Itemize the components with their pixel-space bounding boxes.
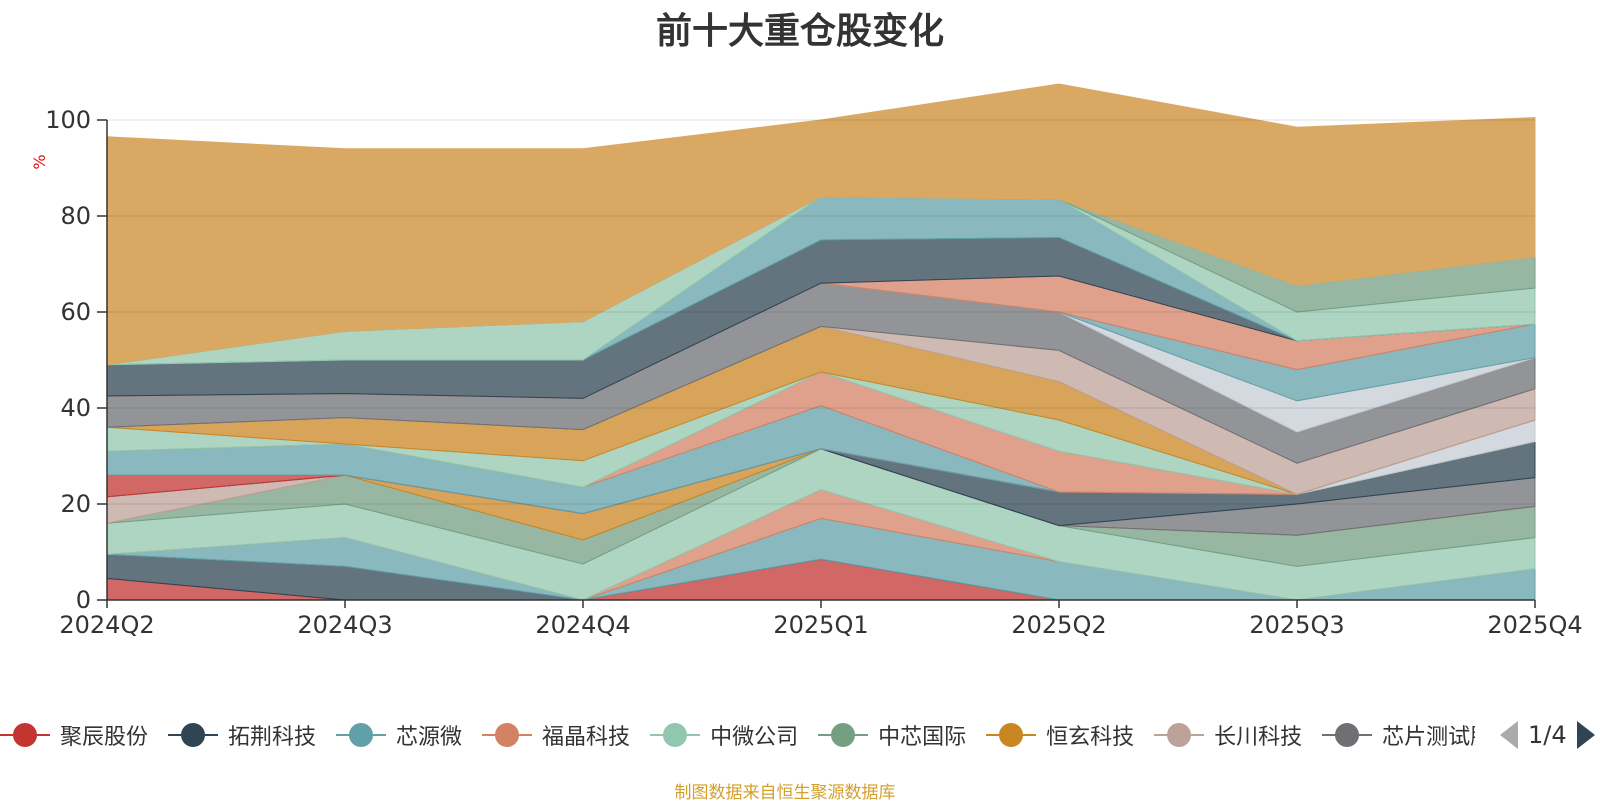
legend-marker-icon xyxy=(650,722,701,748)
y-tick-label: 20 xyxy=(60,490,91,518)
x-tick-label: 2025Q2 xyxy=(1011,611,1106,639)
legend-marker-icon xyxy=(1154,722,1205,748)
legend-label: 芯源微 xyxy=(396,725,463,750)
y-axis-unit-label: % xyxy=(30,154,49,169)
legend-marker-icon xyxy=(818,722,869,748)
legend-item[interactable]: 聚辰股份 xyxy=(0,718,148,752)
legend-item[interactable]: 拓荆科技 xyxy=(168,718,316,752)
legend-label: 长川科技 xyxy=(1214,725,1303,750)
x-tick-label: 2025Q3 xyxy=(1249,611,1344,639)
y-tick-label: 100 xyxy=(45,106,91,134)
areas-layer xyxy=(106,83,1536,601)
chart-title: 前十大重仓股变化 xyxy=(655,11,944,52)
legend-marker-icon xyxy=(986,722,1037,748)
legend-label: 中微公司 xyxy=(710,725,799,750)
legend-pager: 1/4 xyxy=(1500,718,1595,752)
legend-item[interactable]: 长川科技 xyxy=(1154,718,1302,752)
legend-label: 拓荆科技 xyxy=(228,725,317,750)
x-tick-label: 2024Q2 xyxy=(59,611,154,639)
source-note: 制图数据来自恒生聚源数据库 xyxy=(674,783,896,803)
legend-label: 聚辰股份 xyxy=(60,725,149,750)
legend-next-page-button[interactable] xyxy=(1576,721,1595,749)
legend-marker-icon xyxy=(1322,722,1373,748)
legend-page-indicator: 1/4 xyxy=(1528,721,1567,749)
x-tick-label: 2024Q4 xyxy=(535,611,630,639)
axes-layer: 0 20 40 60 80 100 2024Q2 2024Q3 2024Q4 2025Q1 2025… xyxy=(45,106,1582,639)
legend-marker-icon xyxy=(482,722,533,748)
x-tick-label: 2025Q1 xyxy=(773,611,868,639)
legend: 聚辰股份 拓荆科技 芯源微 福晶科技 中微公司 中芯国际 恒玄科技 长川科技 芯片测试股 xyxy=(0,718,1475,752)
legend-label: 福晶科技 xyxy=(542,725,631,750)
legend-marker-icon xyxy=(168,722,219,748)
x-tick-label: 2025Q4 xyxy=(1487,611,1582,639)
area-series-25 xyxy=(106,83,1536,366)
legend-item[interactable]: 恒玄科技 xyxy=(986,718,1134,752)
y-tick-label: 0 xyxy=(76,586,91,614)
legend-item[interactable]: 中微公司 xyxy=(650,718,798,752)
legend-item[interactable]: 芯片测试股 xyxy=(1322,718,1475,752)
legend-marker-icon xyxy=(336,722,387,748)
legend-item[interactable]: 芯源微 xyxy=(336,718,462,752)
legend-label: 芯片测试股 xyxy=(1382,725,1475,750)
legend-marker-icon xyxy=(0,722,50,748)
y-tick-label: 80 xyxy=(60,202,91,230)
legend-item[interactable]: 福晶科技 xyxy=(482,718,630,752)
y-tick-label: 40 xyxy=(60,394,91,422)
legend-prev-page-button[interactable] xyxy=(1500,721,1518,749)
legend-label: 恒玄科技 xyxy=(1046,725,1135,750)
y-tick-label: 60 xyxy=(60,298,91,326)
legend-item[interactable]: 中芯国际 xyxy=(818,718,966,752)
legend-label: 中芯国际 xyxy=(878,725,967,750)
stacked-area-chart: 0 20 40 60 80 100 2024Q2 2024Q3 2024Q4 2025Q1 2025… xyxy=(30,83,1583,639)
x-tick-label: 2024Q3 xyxy=(297,611,392,639)
